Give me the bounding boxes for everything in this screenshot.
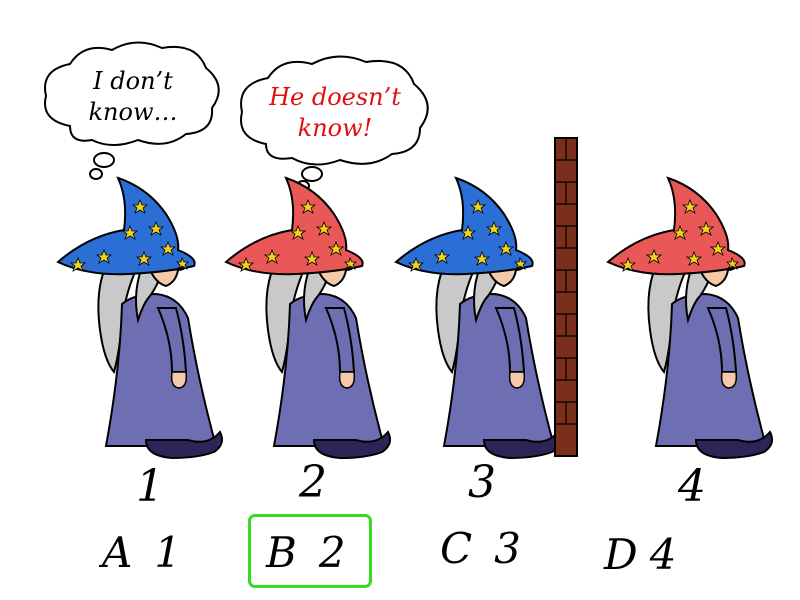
wizard-4 <box>607 177 773 459</box>
bubble-text-2: He doesn’t know! <box>250 82 420 144</box>
selected-option-highlight <box>248 514 372 588</box>
bubble-2-line-1: He doesn’t <box>269 83 401 111</box>
wizard-1 <box>57 177 223 459</box>
option-b-value: 2 <box>318 528 346 577</box>
option-d-letter: D <box>604 530 638 579</box>
option-a-value: 1 <box>154 528 182 577</box>
bubble-1-line-1: I don’t <box>93 67 173 95</box>
brick-wall <box>554 137 578 457</box>
wizard-number-1: 1 <box>136 461 164 512</box>
thought-bubble-2 <box>240 55 429 192</box>
option-c-letter: C <box>440 524 473 573</box>
wizard-2 <box>225 177 391 459</box>
bubble-text-1: I don’t know… <box>58 66 208 128</box>
option-b-letter: B <box>266 528 297 577</box>
thought-bubble-1 <box>44 41 220 180</box>
bubble-2-line-2: know! <box>297 114 373 142</box>
wizard-3 <box>395 177 561 459</box>
option-a-letter: A <box>102 528 133 577</box>
wizard-number-3: 3 <box>468 457 496 508</box>
wizard-number-4: 4 <box>678 461 706 512</box>
wizard-number-2: 2 <box>299 457 327 508</box>
bubble-1-line-2: know… <box>88 98 178 126</box>
option-c-value: 3 <box>494 524 521 573</box>
option-d-value: 4 <box>649 530 677 579</box>
